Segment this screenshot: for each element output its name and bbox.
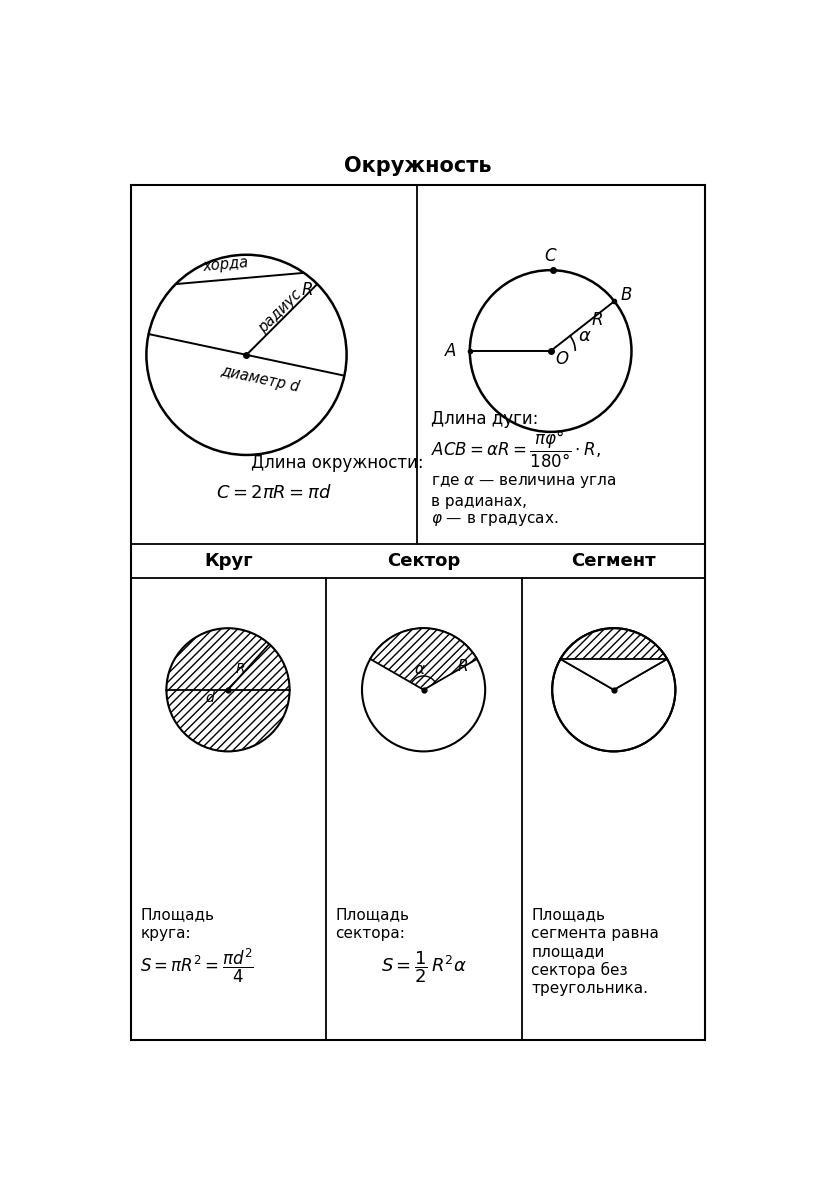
Text: сектора:: сектора: [335,926,405,941]
Text: R: R [592,311,603,329]
Text: радиус: радиус [255,287,304,336]
Circle shape [552,628,676,752]
Text: $\alpha$: $\alpha$ [578,327,592,345]
Text: Окружность: Окружность [344,156,492,176]
Text: где $\alpha$ — величина угла: где $\alpha$ — величина угла [432,474,617,490]
Text: $\alpha$: $\alpha$ [415,662,426,677]
Text: в радианах,: в радианах, [432,494,527,508]
Text: Длина дуги:: Длина дуги: [432,410,539,428]
Text: $S = \pi R^2 = \dfrac{\pi d^2}{4}$: $S = \pi R^2 = \dfrac{\pi d^2}{4}$ [140,946,254,984]
Text: C: C [544,247,557,265]
Text: Площадь: Площадь [140,908,215,922]
Text: Сектор: Сектор [388,552,460,570]
Circle shape [166,628,290,752]
Text: Круг: Круг [204,552,253,570]
Text: Площадь: Площадь [335,908,409,922]
Text: A: A [445,342,456,360]
Text: R: R [302,281,313,299]
Text: Сегмент: Сегмент [571,552,656,570]
Wedge shape [561,628,667,689]
Wedge shape [370,628,477,689]
Text: хорда: хорда [202,255,249,275]
Text: $C = 2\pi R = \pi d$: $C = 2\pi R = \pi d$ [216,484,332,502]
Text: $ACB = \alpha R = \dfrac{\pi\varphi°}{180°} \cdot R,$: $ACB = \alpha R = \dfrac{\pi\varphi°}{18… [432,429,601,470]
Text: Площадь: Площадь [531,908,605,922]
Text: площади: площади [531,944,605,959]
Text: диаметр d: диаметр d [220,363,301,394]
Circle shape [362,628,486,752]
Text: B: B [620,285,632,303]
Text: $\varphi$ — в градусах.: $\varphi$ — в градусах. [432,512,559,529]
Text: Длина окружности:: Длина окружности: [251,453,424,471]
Text: R: R [458,659,468,674]
Text: $S = \dfrac{1}{2}\,R^2\alpha$: $S = \dfrac{1}{2}\,R^2\alpha$ [381,950,467,984]
Text: сегмента равна: сегмента равна [531,926,659,941]
Text: сектора без: сектора без [531,962,628,978]
Text: R: R [236,662,246,676]
Text: треугольника.: треугольника. [531,981,649,996]
Text: O: O [555,350,569,368]
Polygon shape [561,659,667,689]
Text: круга:: круга: [140,926,191,941]
Text: d: d [205,691,214,705]
